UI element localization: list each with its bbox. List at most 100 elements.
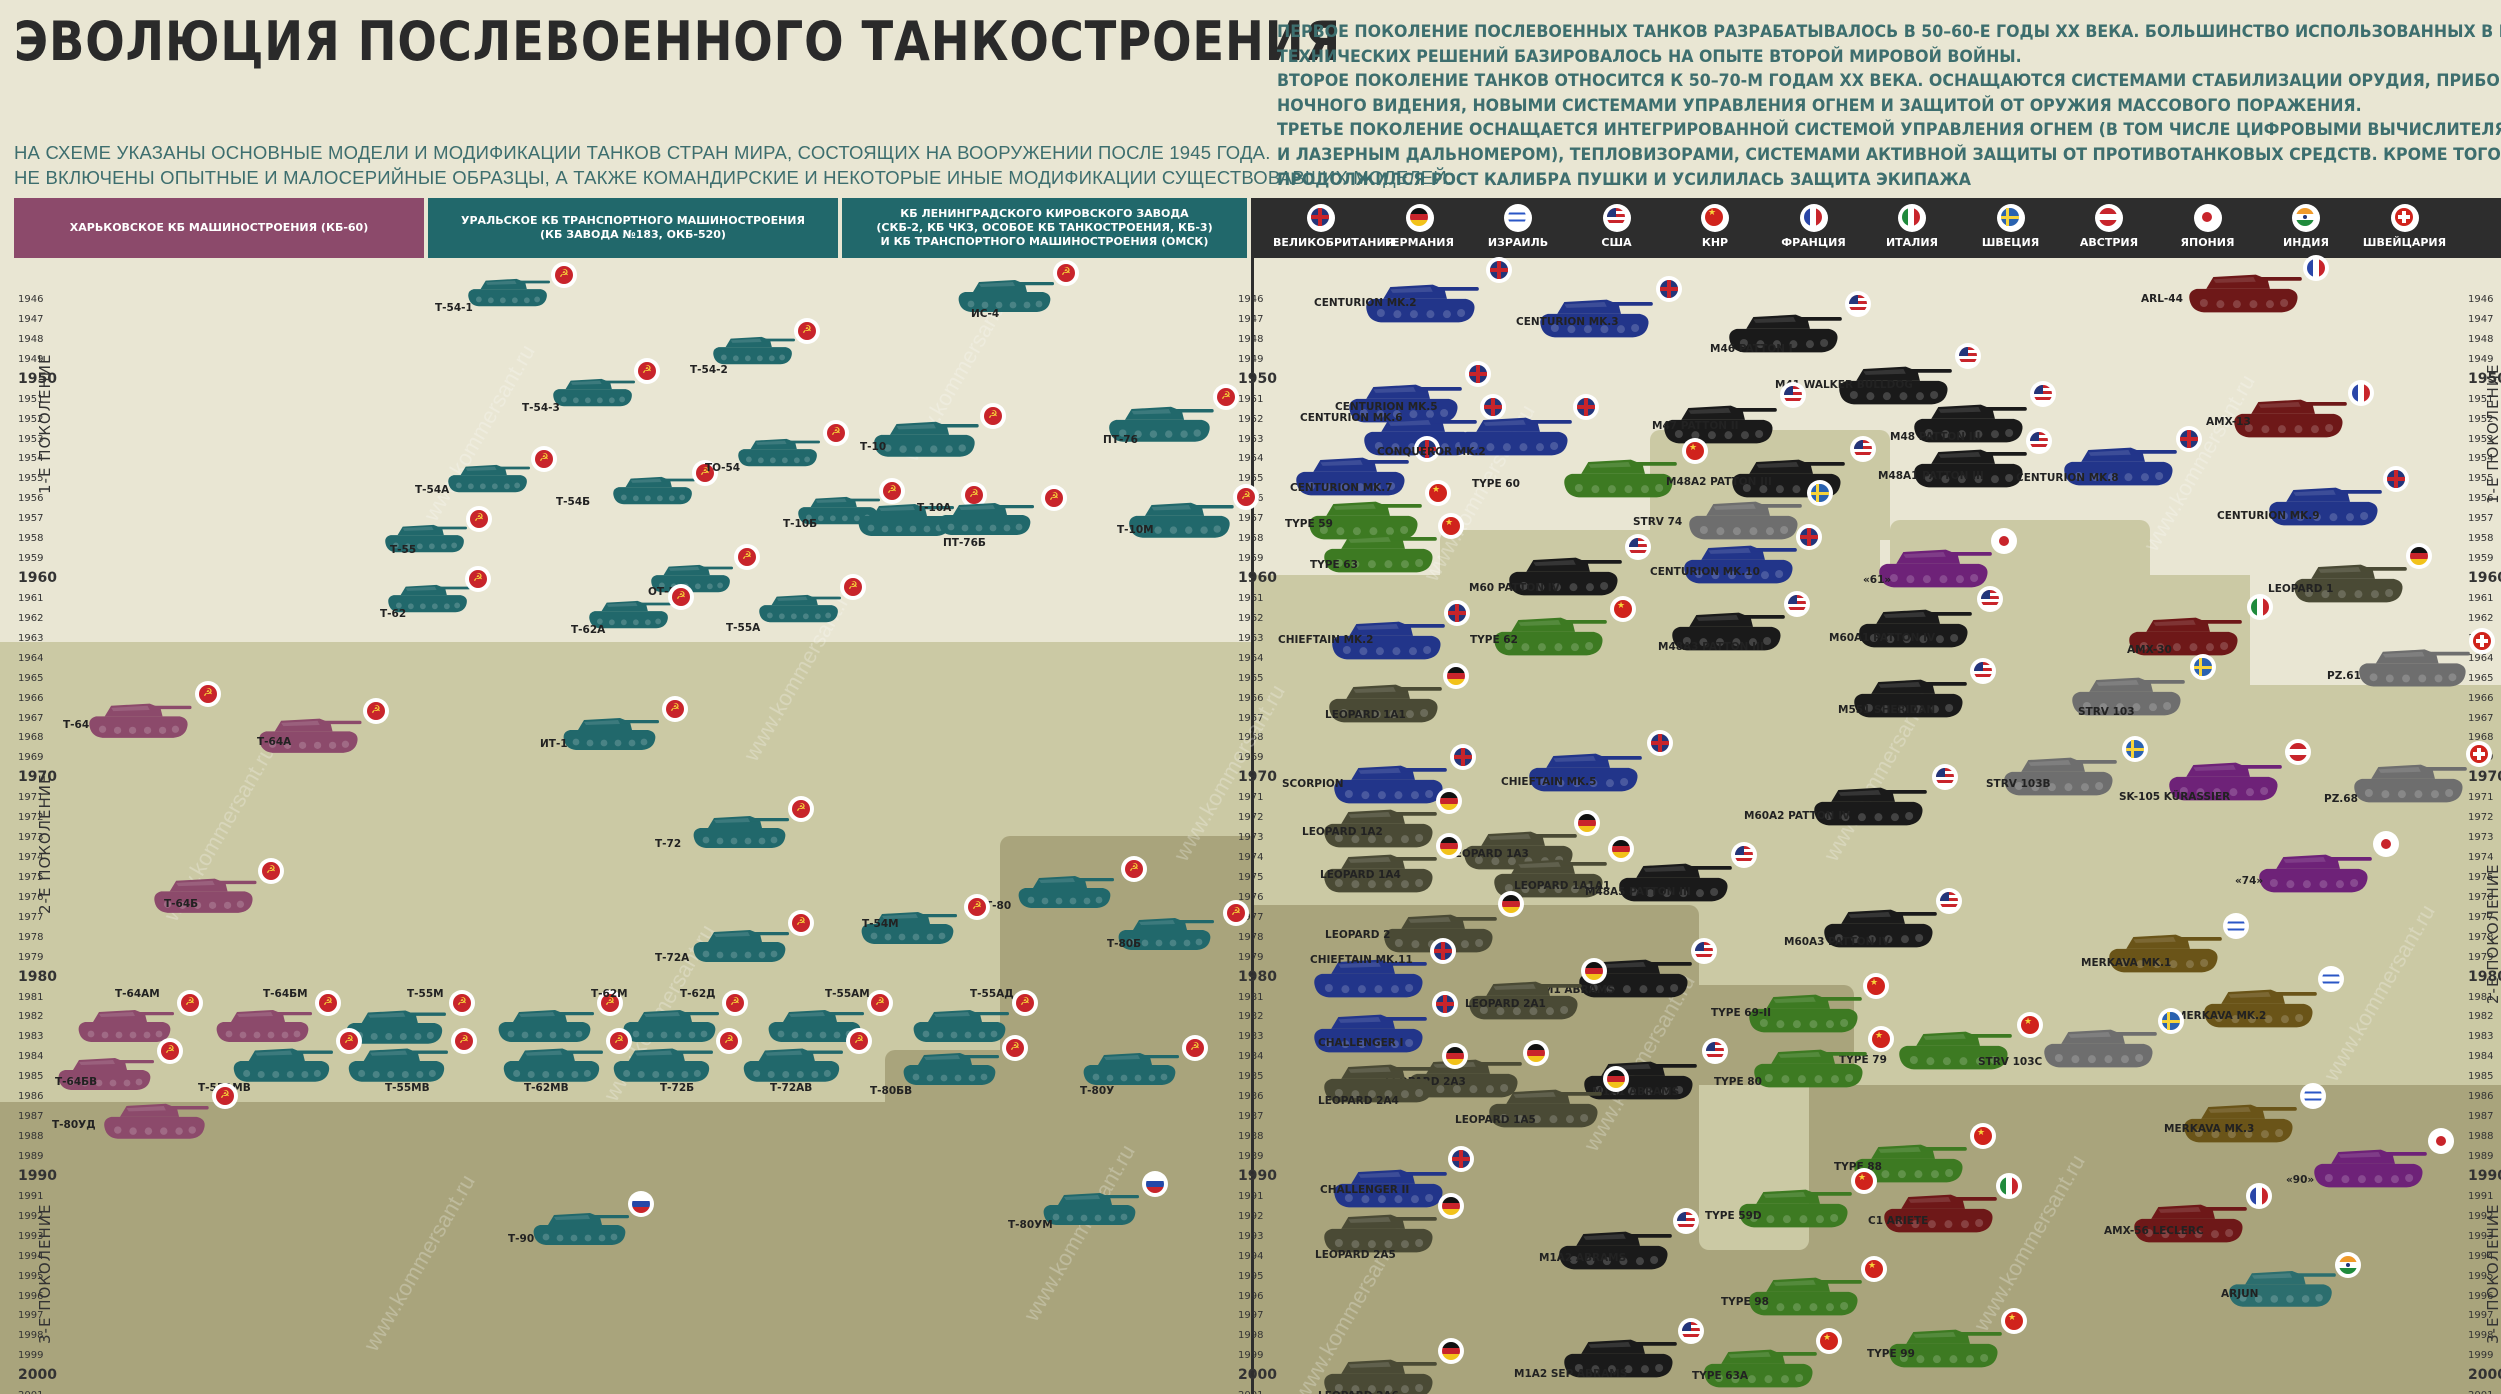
us-flag-icon	[1786, 593, 1808, 615]
gen-desc-line: ТРЕТЬЕ ПОКОЛЕНИЕ ОСНАЩАЕТСЯ ИНТЕГРИРОВАН…	[1277, 120, 2501, 141]
year-label: 1958	[18, 533, 44, 545]
year-label: 1977	[1238, 911, 1264, 923]
year-label: 1981	[18, 991, 44, 1003]
year-label: 1988	[18, 1131, 44, 1143]
tank-name: M47 PATTON II	[1652, 420, 1739, 432]
tank-name: LEOPARD 1	[2268, 583, 2334, 595]
year-label: 1978	[2468, 931, 2494, 943]
year-label: 1949	[2468, 353, 2494, 365]
gen-desc-line: ПРОДОЛЖИЛСЯ РОСТ КАЛИБРА ПУШКИ И УСИЛИЛА…	[1277, 169, 1971, 190]
cn-flag-icon: ★	[1863, 1258, 1885, 1280]
year-label: 1998	[1238, 1330, 1264, 1342]
country-label: ФРАНЦИЯ	[1781, 236, 1846, 249]
de-flag-icon	[1440, 1340, 1462, 1362]
year-label: 1962	[1238, 612, 1264, 624]
tank-name: LEOPARD 2A6	[1318, 1390, 1399, 1394]
cn-flag-icon: ★	[1865, 975, 1887, 997]
cn-flag-icon: ★	[1853, 1170, 1875, 1192]
year-label: 1998	[2468, 1330, 2494, 1342]
year-label: 1971	[1238, 792, 1264, 804]
ussr-flag-icon: ☭	[608, 1030, 630, 1052]
year-label: 1994	[2468, 1250, 2494, 1262]
country-label: США	[1601, 236, 1632, 249]
year-label: 1970	[2468, 769, 2501, 786]
country-label: ВЕЛИКОБРИТАНИЯ	[1273, 236, 1395, 249]
year-label: 1950	[2468, 370, 2501, 387]
us-flag-icon	[1847, 293, 1869, 315]
country-fr: ФРАНЦИЯ	[1766, 198, 1862, 258]
ussr-flag-icon: ☭	[982, 405, 1004, 427]
ussr-flag-icon: ☭	[1215, 386, 1237, 408]
year-label: 1999	[2468, 1350, 2494, 1362]
country-il: ИЗРАИЛЬ	[1470, 198, 1566, 258]
tank-name: Т-72Б	[660, 1082, 695, 1094]
uk-flag-icon	[2385, 468, 2407, 490]
us-flag-icon	[1979, 588, 2001, 610]
year-label: 1964	[2468, 652, 2494, 664]
us-flag-icon	[1693, 940, 1715, 962]
cn-flag-icon: ★	[1703, 206, 1727, 230]
se-flag-icon	[1809, 482, 1831, 504]
gen2-label-right: 2-Е ПОКОЛЕНИЕ	[2484, 863, 2501, 1004]
ussr-flag-icon: ☭	[599, 992, 621, 1014]
tank-name: PZ.68	[2324, 793, 2358, 805]
at-flag-icon	[2287, 741, 2309, 763]
tank-name: CHIEFTAIN MK.2	[1278, 634, 1374, 646]
uk-flag-icon	[1432, 940, 1454, 962]
se-flag-icon	[1998, 206, 2023, 230]
year-label: 1997	[18, 1310, 44, 1322]
uk-flag-icon	[1488, 259, 1510, 281]
tank-name: M46 PATTON I	[1710, 343, 1793, 355]
tank-name: LEOPARD 1A5	[1455, 1114, 1536, 1126]
us-flag-icon	[1675, 1210, 1697, 1232]
year-label: 1995	[18, 1270, 44, 1282]
tank-name: Т-10М	[1117, 524, 1154, 536]
tank-name: CENTURION MK.9	[2217, 510, 2320, 522]
tank-name: Т-80Б	[1107, 938, 1142, 950]
year-label: 1991	[18, 1190, 44, 1202]
jp-flag-icon	[2430, 1130, 2452, 1152]
tank-name: MERKAVA MK.1	[2081, 957, 2172, 969]
in-flag-icon	[2294, 206, 2318, 230]
uk-flag-icon	[1446, 602, 1468, 624]
year-label: 1973	[18, 832, 44, 844]
ussr-flag-icon: ☭	[197, 683, 219, 705]
country-de: ГЕРМАНИЯ	[1372, 198, 1468, 258]
uk-flag-icon	[1798, 526, 1820, 548]
year-label: 1993	[18, 1230, 44, 1242]
cn-flag-icon: ★	[1612, 598, 1634, 620]
tank-name: M60A3 PATTON IV	[1784, 936, 1891, 948]
year-label: 1974	[18, 852, 44, 864]
tank-name: TYPE 99	[1867, 1348, 1915, 1360]
tank-name: Т-62М	[591, 988, 628, 1000]
ussr-flag-icon: ☭	[179, 992, 201, 1014]
ussr-flag-icon: ☭	[338, 1030, 360, 1052]
year-label: 1967	[1238, 712, 1264, 724]
tank-name: TYPE 80	[1714, 1076, 1762, 1088]
tank-name: TYPE 98	[1721, 1296, 1769, 1308]
tank-name: LEOPARD 1A4	[1320, 869, 1401, 881]
tank-name: Т-62Д	[680, 988, 716, 1000]
us-flag-icon	[1972, 660, 1994, 682]
year-label: 1952	[2468, 413, 2494, 425]
year-label: 1982	[1238, 1011, 1264, 1023]
country-cn: ★ КНР	[1667, 198, 1763, 258]
year-label: 1949	[1238, 353, 1264, 365]
year-label: 1987	[1238, 1111, 1264, 1123]
jp-flag-icon	[2375, 833, 2397, 855]
year-label: 1970	[18, 769, 57, 786]
uk-flag-icon	[2178, 428, 2200, 450]
country-in: ИНДИЯ	[2258, 198, 2354, 258]
year-label: 1962	[2468, 612, 2494, 624]
year-label: 1968	[2468, 732, 2494, 744]
year-label: 1997	[2468, 1310, 2494, 1322]
year-label: 1976	[1238, 891, 1264, 903]
fr-flag-icon	[2305, 257, 2327, 279]
tank-name: Т-55	[390, 544, 417, 556]
tank-name: CENTURION MK.8	[2016, 472, 2119, 484]
tank-name: LEOPARD 1A1A1	[1514, 880, 1611, 892]
year-label: 1976	[18, 891, 44, 903]
us-flag-icon	[2028, 430, 2050, 452]
